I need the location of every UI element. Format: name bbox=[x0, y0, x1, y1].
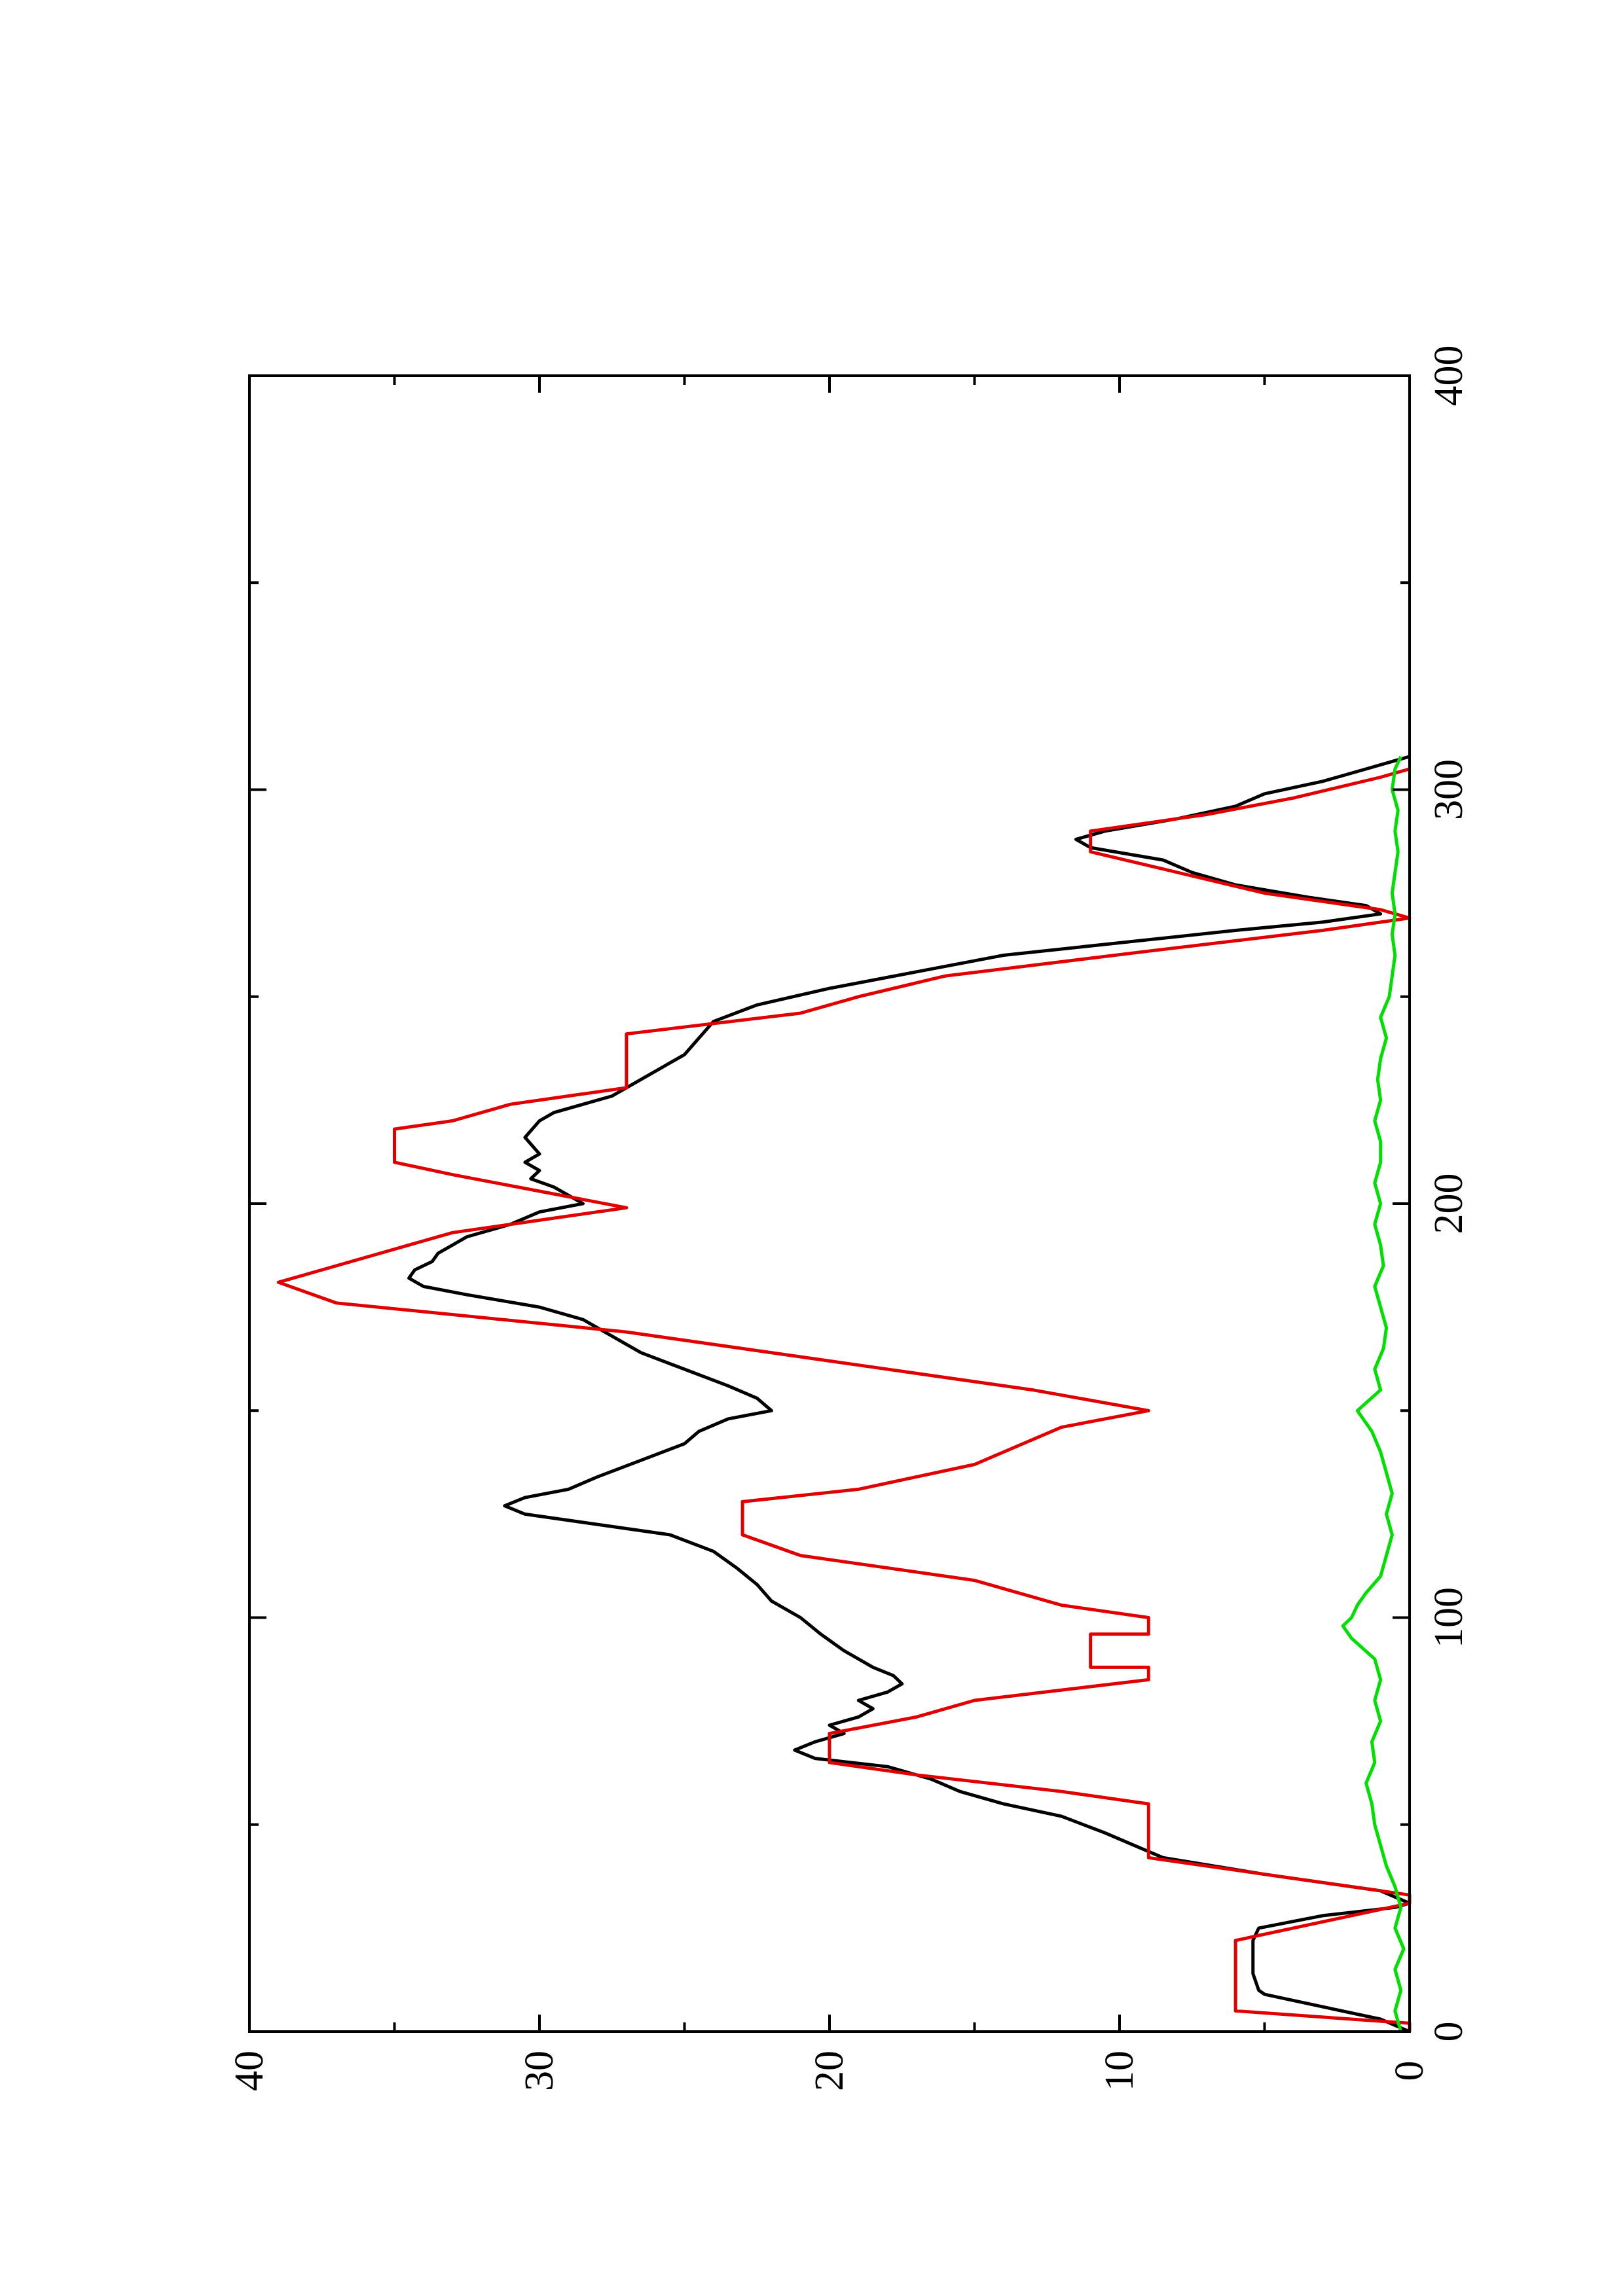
y-tick-label: 30 bbox=[517, 2051, 562, 2091]
series-line-1 bbox=[407, 755, 1412, 2034]
tick-labels: 0 100 200 300 400 0 10 20 30 40 bbox=[227, 346, 1471, 2092]
x-tick-label: 200 bbox=[1427, 1174, 1471, 1234]
series-line-2 bbox=[276, 767, 1412, 2032]
series-line-3 bbox=[1341, 755, 1406, 2032]
y-tick-label: 20 bbox=[807, 2051, 852, 2091]
y-tick-label: 10 bbox=[1097, 2051, 1142, 2091]
plot-frame bbox=[248, 374, 1411, 2033]
y-tick-label: 0 bbox=[1387, 2061, 1432, 2081]
y-tick-label: 40 bbox=[227, 2051, 272, 2091]
x-tick-label: 300 bbox=[1427, 759, 1471, 820]
x-tick-label: 100 bbox=[1427, 1587, 1471, 1648]
x-tick-label: 0 bbox=[1427, 2022, 1471, 2042]
series-layer bbox=[276, 755, 1412, 2034]
x-tick-label: 400 bbox=[1427, 346, 1471, 406]
